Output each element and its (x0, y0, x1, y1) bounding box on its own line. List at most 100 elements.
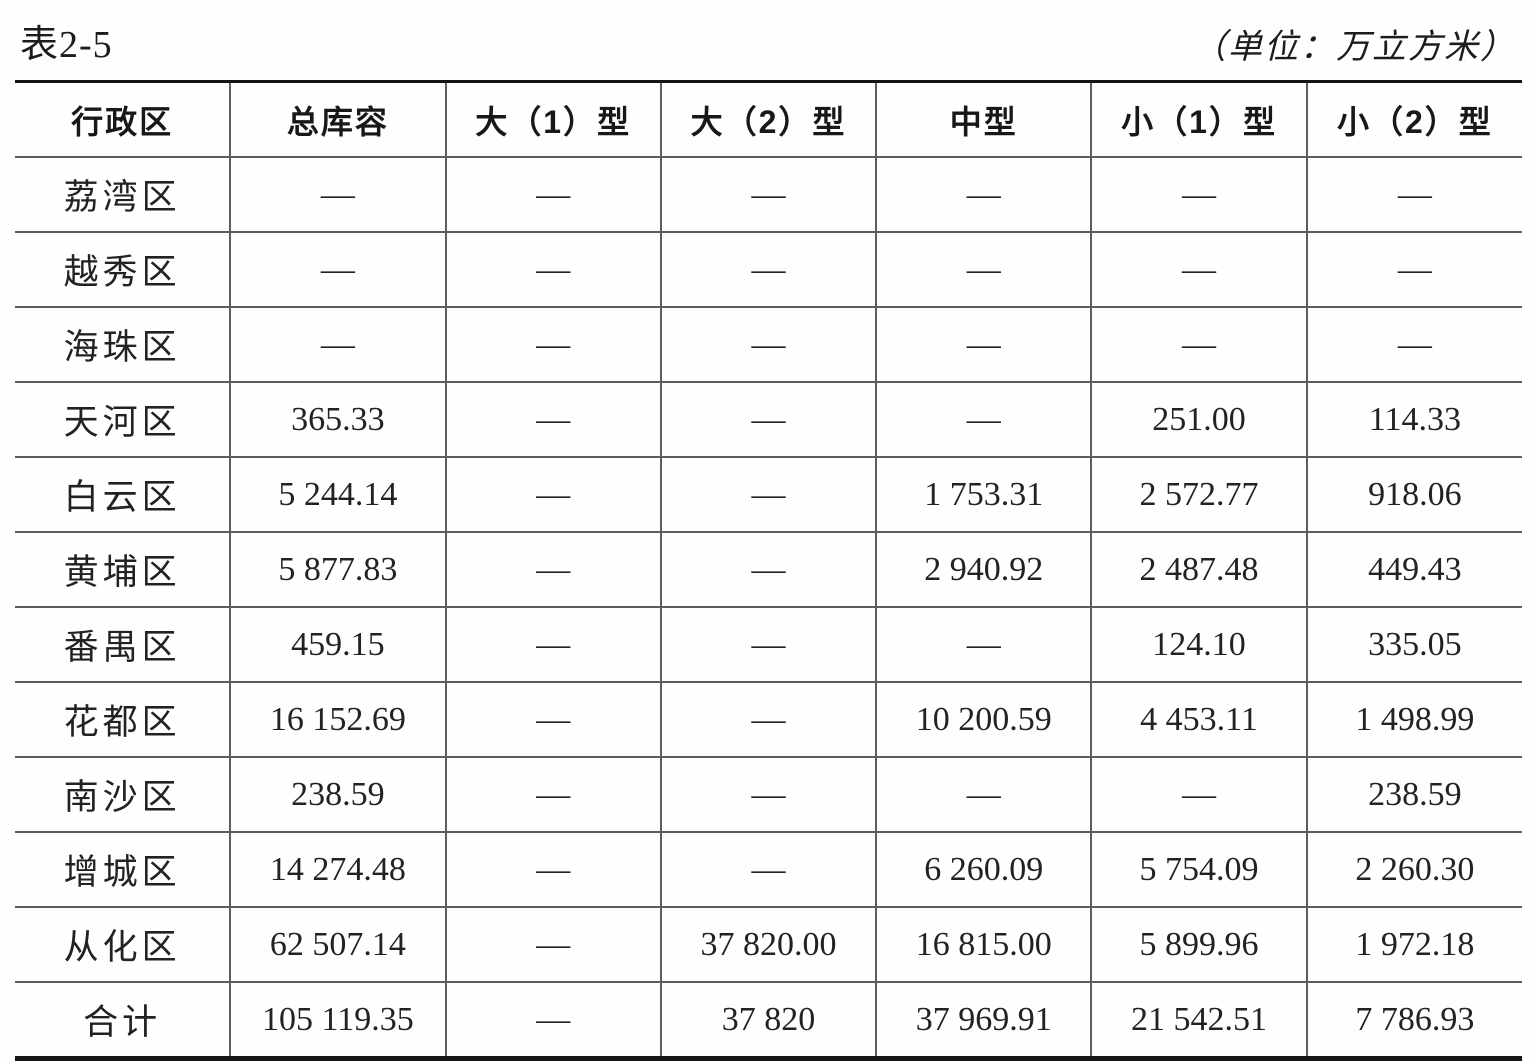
value-cell: 21 542.51 (1091, 982, 1308, 1059)
table-row: 花都区 16 152.69 — — 10 200.59 4 453.11 1 4… (15, 682, 1522, 758)
value-cell: 105 119.35 (230, 982, 447, 1059)
value-cell: 16 815.00 (876, 907, 1093, 983)
value-cell: — (660, 607, 878, 683)
value-cell: — (660, 532, 878, 608)
column-header-small-2: 小（2）型 (1306, 81, 1522, 158)
table-row: 海珠区 — — — — — — (15, 307, 1522, 383)
region-cell: 荔湾区 (15, 157, 232, 233)
table-row: 增城区 14 274.48 — — 6 260.09 5 754.09 2 26… (15, 832, 1522, 908)
column-header-large-1: 大（1）型 (445, 81, 662, 158)
region-cell: 海珠区 (15, 307, 232, 383)
value-cell: — (660, 232, 878, 308)
column-header-medium: 中型 (876, 81, 1093, 158)
value-cell: — (445, 382, 662, 458)
value-cell: — (1091, 757, 1308, 833)
value-cell: 1 972.18 (1306, 907, 1522, 983)
value-cell: 4 453.11 (1091, 682, 1308, 758)
value-cell: — (660, 832, 878, 908)
value-cell: 37 820.00 (660, 907, 878, 983)
region-cell: 南沙区 (15, 757, 232, 833)
value-cell: 1 498.99 (1306, 682, 1522, 758)
value-cell: — (660, 307, 878, 383)
reservoir-capacity-table: 行政区 总库容 大（1）型 大（2）型 中型 小（1）型 小（2）型 荔湾区 —… (15, 80, 1522, 1061)
value-cell: 2 260.30 (1306, 832, 1522, 908)
value-cell: — (445, 982, 662, 1059)
region-cell: 番禺区 (15, 607, 232, 683)
value-cell: 37 820 (660, 982, 878, 1059)
value-cell: 5 899.96 (1091, 907, 1308, 983)
value-cell: — (1091, 307, 1308, 383)
value-cell: 14 274.48 (230, 832, 447, 908)
column-header-region: 行政区 (15, 81, 232, 158)
value-cell: 251.00 (1091, 382, 1308, 458)
value-cell: — (660, 682, 878, 758)
value-cell: 335.05 (1306, 607, 1522, 683)
value-cell: 124.10 (1091, 607, 1308, 683)
value-cell: — (1306, 157, 1522, 233)
table-row: 天河区 365.33 — — — 251.00 114.33 (15, 382, 1522, 458)
region-cell: 黄埔区 (15, 532, 232, 608)
value-cell: — (445, 607, 662, 683)
value-cell: 114.33 (1306, 382, 1522, 458)
table-row: 番禺区 459.15 — — — 124.10 335.05 (15, 607, 1522, 683)
value-cell: 62 507.14 (230, 907, 447, 983)
value-cell: 16 152.69 (230, 682, 447, 758)
header-row: 行政区 总库容 大（1）型 大（2）型 中型 小（1）型 小（2）型 (15, 81, 1522, 158)
value-cell: — (876, 757, 1093, 833)
region-cell: 增城区 (15, 832, 232, 908)
column-header-large-2: 大（2）型 (660, 81, 878, 158)
table-row: 黄埔区 5 877.83 — — 2 940.92 2 487.48 449.4… (15, 532, 1522, 608)
table-row: 越秀区 — — — — — — (15, 232, 1522, 308)
value-cell: 2 572.77 (1091, 457, 1308, 533)
column-header-total-capacity: 总库容 (230, 81, 447, 158)
value-cell: — (445, 157, 662, 233)
value-cell: 5 244.14 (230, 457, 447, 533)
value-cell: — (445, 682, 662, 758)
table-row: 从化区 62 507.14 — 37 820.00 16 815.00 5 89… (15, 907, 1522, 983)
table-row: 白云区 5 244.14 — — 1 753.31 2 572.77 918.0… (15, 457, 1522, 533)
region-cell: 越秀区 (15, 232, 232, 308)
value-cell: 238.59 (1306, 757, 1522, 833)
value-cell: — (1091, 232, 1308, 308)
table-caption-row: 表2-5 （单位：万立方米） (15, 12, 1522, 68)
value-cell: 5 877.83 (230, 532, 447, 608)
table-label: 表2-5 (20, 24, 113, 66)
value-cell: — (660, 757, 878, 833)
value-cell: — (445, 832, 662, 908)
value-cell: — (1091, 157, 1308, 233)
value-cell: 37 969.91 (876, 982, 1093, 1059)
region-cell: 从化区 (15, 907, 232, 983)
value-cell: 6 260.09 (876, 832, 1093, 908)
value-cell: — (876, 382, 1093, 458)
region-cell: 天河区 (15, 382, 232, 458)
value-cell: — (230, 232, 447, 308)
value-cell: — (660, 157, 878, 233)
region-cell: 花都区 (15, 682, 232, 758)
value-cell: — (445, 907, 662, 983)
table-row: 荔湾区 — — — — — — (15, 157, 1522, 233)
value-cell: 1 753.31 (876, 457, 1093, 533)
value-cell: 459.15 (230, 607, 447, 683)
value-cell: — (230, 307, 447, 383)
value-cell: — (445, 232, 662, 308)
value-cell: 10 200.59 (876, 682, 1093, 758)
column-header-small-1: 小（1）型 (1091, 81, 1308, 158)
value-cell: 7 786.93 (1355, 1000, 1475, 1038)
region-cell: 白云区 (15, 457, 232, 533)
value-cell: — (445, 757, 662, 833)
value-cell: 5 754.09 (1091, 832, 1308, 908)
value-cell: — (876, 232, 1093, 308)
unit-label: （单位：万立方米） (1192, 29, 1516, 66)
value-cell: — (660, 382, 878, 458)
value-cell: 449.43 (1306, 532, 1522, 608)
value-cell: 2 940.92 (876, 532, 1093, 608)
value-cell: — (445, 307, 662, 383)
value-cell: 2 487.48 (1091, 532, 1308, 608)
value-cell: — (876, 157, 1093, 233)
value-cell: — (1306, 232, 1522, 308)
total-label-cell: 合计 (15, 982, 232, 1059)
table-row-total: 合计 105 119.35 — 37 820 37 969.91 21 542.… (15, 982, 1522, 1059)
value-cell: — (445, 532, 662, 608)
value-cell: — (660, 457, 878, 533)
